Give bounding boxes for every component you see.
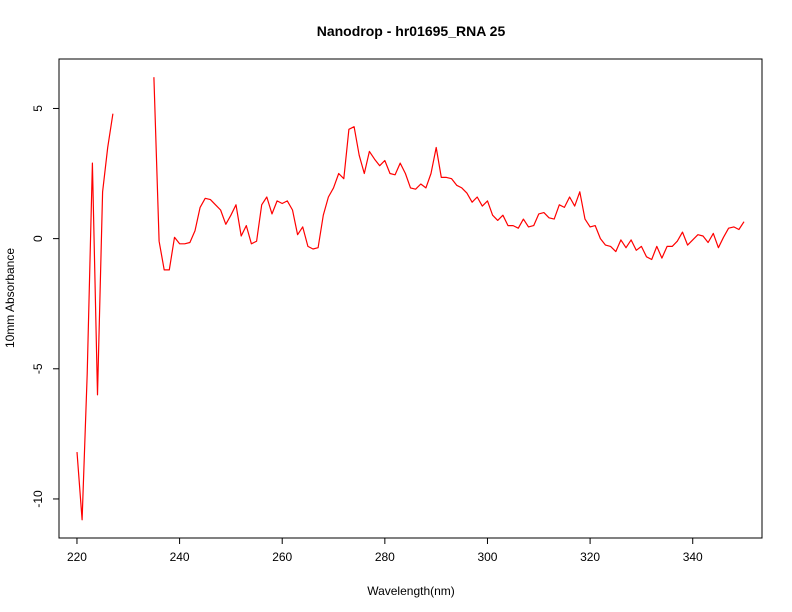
x-tick-label: 320 <box>580 550 600 564</box>
x-axis: 220 240 260 280 300 320 340 <box>67 538 703 564</box>
y-axis-label: 10mm Absorbance <box>3 248 17 348</box>
absorbance-line-segment <box>76 113 114 521</box>
x-tick-label: 300 <box>477 550 497 564</box>
y-tick-label: -5 <box>31 363 45 374</box>
x-axis-label: Wavelength(nm) <box>367 584 455 598</box>
x-tick-label: 220 <box>67 550 87 564</box>
x-tick-label: 260 <box>272 550 292 564</box>
y-tick-label: 0 <box>31 235 45 242</box>
y-tick-label: 5 <box>31 105 45 112</box>
series-layer <box>76 77 745 521</box>
y-tick-label: -10 <box>31 490 45 508</box>
x-tick-label: 240 <box>170 550 190 564</box>
x-tick-label: 340 <box>683 550 703 564</box>
chart-title: Nanodrop - hr01695_RNA 25 <box>317 23 506 39</box>
plot-frame <box>58 58 763 539</box>
y-axis: -10 -5 0 5 <box>31 105 59 508</box>
x-tick-label: 280 <box>375 550 395 564</box>
absorbance-line-segment <box>153 77 745 271</box>
